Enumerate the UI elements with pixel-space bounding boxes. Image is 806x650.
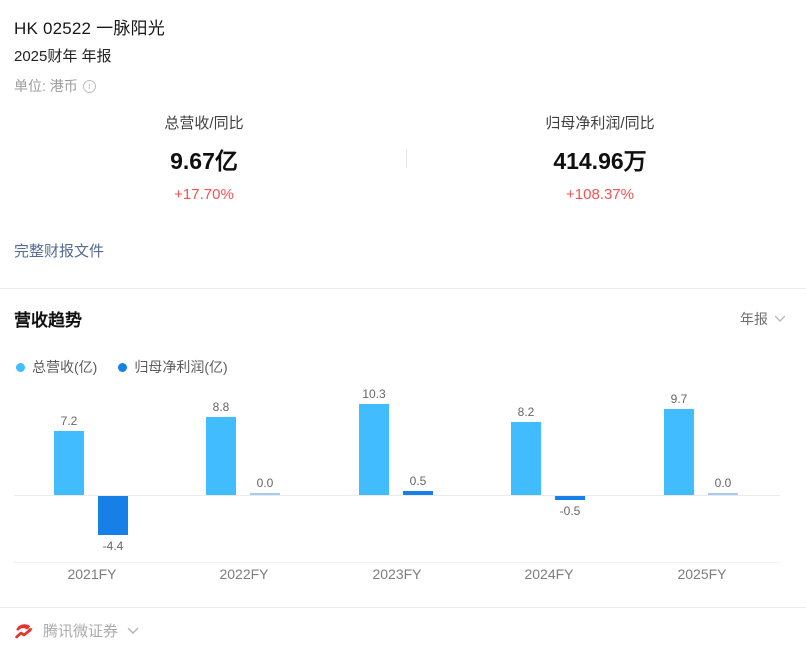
period-selector-label: 年报 (740, 311, 768, 327)
bottom-axis-line (14, 562, 780, 563)
bar-value-label: 9.7 (670, 392, 688, 406)
revenue-bar (511, 422, 541, 495)
bar-value-label: 0.0 (256, 476, 274, 490)
bar-value-label: 0.5 (409, 474, 427, 488)
metric-label: 归母净利润/同比 (545, 115, 655, 132)
bar-value-label: 8.2 (517, 405, 535, 419)
profit-bar (555, 496, 585, 500)
profit-bar (403, 491, 433, 495)
metric-label: 总营收/同比 (164, 115, 244, 132)
bar-value-label: 8.8 (212, 400, 230, 414)
stock-title: HK 02522 一脉阳光 (14, 19, 165, 38)
chevron-down-icon (127, 627, 139, 634)
metric-delta: +17.70% (174, 186, 234, 203)
x-axis-label: 2021FY (67, 566, 117, 582)
metric-delta: +108.37% (566, 186, 634, 203)
profit-bar (250, 493, 280, 495)
unit-row: 单位: 港币 i (14, 76, 96, 96)
revenue-bar (206, 417, 236, 495)
revenue-bar (359, 404, 389, 495)
metric-revenue: 总营收/同比 9.67亿 +17.70% (54, 112, 354, 203)
metric-net-profit: 归母净利润/同比 414.96万 +108.37% (450, 112, 750, 203)
zero-axis-line (14, 495, 780, 496)
full-report-link[interactable]: 完整财报文件 (14, 243, 105, 260)
brand-selector[interactable]: 腾讯微证券 (14, 620, 139, 641)
bar-value-label: 0.0 (714, 476, 732, 490)
trend-section-title: 营收趋势 (14, 311, 82, 330)
metric-divider (406, 150, 407, 168)
info-icon[interactable]: i (82, 79, 96, 93)
period-selector[interactable]: 年报 (740, 309, 786, 329)
legend-item-profit[interactable]: 归母净利润(亿) (118, 357, 228, 377)
legend-label: 归母净利润(亿) (134, 359, 228, 375)
category-axis: 2021FY 2022FY 2023FY 2024FY 2025FY (0, 566, 806, 586)
metric-value: 414.96万 (553, 148, 647, 174)
x-axis-label: 2023FY (372, 566, 422, 582)
profit-bar (708, 493, 738, 495)
brand-logo-icon (15, 623, 33, 638)
x-axis-label: 2024FY (524, 566, 574, 582)
legend-label: 总营收(亿) (32, 359, 98, 375)
legend-dot-revenue (16, 362, 25, 372)
bar-value-label: 10.3 (362, 387, 386, 401)
chart-legend: 总营收(亿) 归母净利润(亿) (16, 357, 228, 377)
revenue-bar (54, 431, 84, 495)
metric-value: 9.67亿 (170, 148, 238, 174)
fiscal-period: 2025财年 年报 (14, 48, 112, 65)
legend-dot-profit (118, 362, 128, 372)
bar-value-label: -0.5 (559, 504, 581, 518)
x-axis-label: 2025FY (677, 566, 727, 582)
section-divider (0, 607, 806, 608)
revenue-bar (664, 409, 694, 495)
profit-bar (98, 496, 128, 535)
chevron-down-icon (774, 315, 786, 322)
brand-label: 腾讯微证券 (43, 623, 119, 640)
bar-value-label: -4.4 (102, 539, 124, 553)
legend-item-revenue[interactable]: 总营收(亿) (16, 357, 97, 377)
section-divider (0, 288, 806, 289)
bar-chart: 7.2 8.8 10.3 8.2 9.7 -4.4 0.0 0.5 -0.5 0.0 (0, 387, 806, 563)
x-axis-label: 2022FY (219, 566, 269, 582)
bar-value-label: 7.2 (60, 414, 78, 428)
unit-label: 单位: 港币 (14, 78, 78, 94)
